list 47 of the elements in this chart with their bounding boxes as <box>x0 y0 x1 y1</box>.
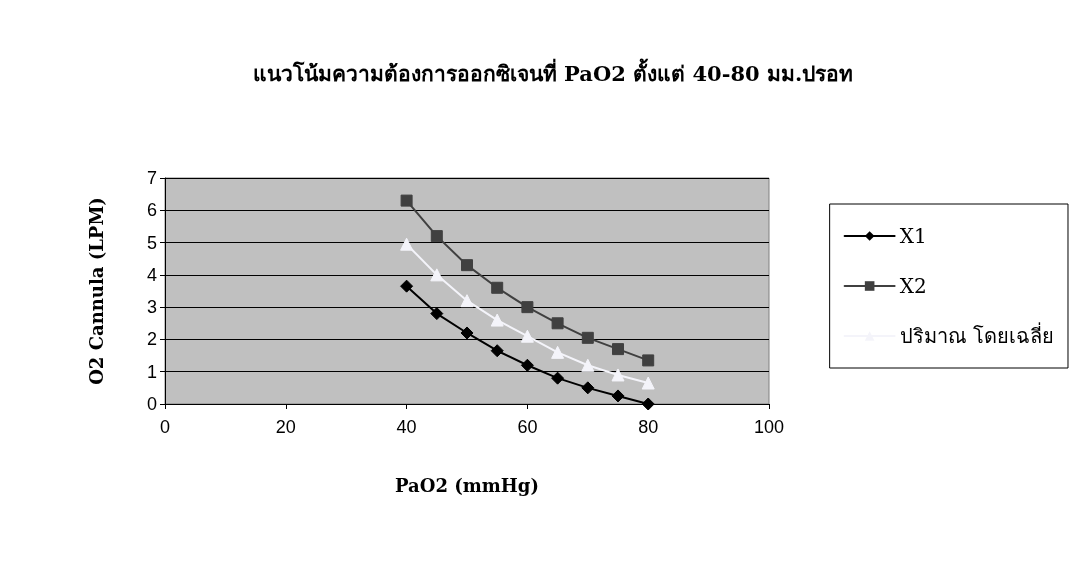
point <box>551 317 564 330</box>
point <box>491 281 504 294</box>
point <box>611 368 625 382</box>
y-tick-label: 7 <box>146 168 157 188</box>
point <box>490 344 504 358</box>
point <box>551 345 565 359</box>
point <box>642 354 655 367</box>
x-tick-label: 40 <box>396 417 417 437</box>
legend-label: ปริมาณ โดยเฉลี่ย <box>899 322 1054 348</box>
point <box>430 307 444 321</box>
point <box>641 376 655 390</box>
point <box>521 301 534 314</box>
x-tick-label: 20 <box>275 417 296 437</box>
x-tick-label: 80 <box>638 417 659 437</box>
x-tick-label: 0 <box>159 417 171 437</box>
legend-label: X1 <box>899 224 927 248</box>
y-tick-label: 6 <box>146 200 157 221</box>
point <box>461 259 473 272</box>
point <box>460 294 474 308</box>
x-tick-label: 100 <box>753 417 785 437</box>
legend-label: X2 <box>899 274 927 298</box>
point <box>400 279 414 293</box>
point <box>460 326 474 340</box>
point <box>490 313 504 327</box>
point <box>520 358 534 372</box>
y-axis-title: O2 Cannula (LPM) <box>85 197 107 385</box>
y-tick-label: 4 <box>146 264 157 285</box>
point <box>612 343 624 356</box>
x-tick-label: 60 <box>517 417 538 437</box>
point <box>430 268 444 282</box>
y-tick-label: 2 <box>146 329 157 350</box>
point <box>551 371 565 385</box>
chart-title: แนวโน้มความต้องการออกซิเจนที่ PaO2 ตั้งแต่ 40-80 มม.ปรอท <box>252 58 854 86</box>
y-tick-label: 3 <box>146 297 157 318</box>
point <box>400 237 414 251</box>
point <box>430 230 443 243</box>
point <box>581 358 595 372</box>
point <box>581 381 595 395</box>
point <box>641 397 655 411</box>
point <box>400 194 413 207</box>
point <box>611 389 625 403</box>
y-tick-label: 5 <box>146 232 157 253</box>
point <box>520 329 534 343</box>
x-axis-title: PaO2 (mmHg) <box>395 474 539 496</box>
point <box>581 331 594 344</box>
y-tick-label: 0 <box>146 394 157 414</box>
y-tick-label: 1 <box>146 361 157 382</box>
